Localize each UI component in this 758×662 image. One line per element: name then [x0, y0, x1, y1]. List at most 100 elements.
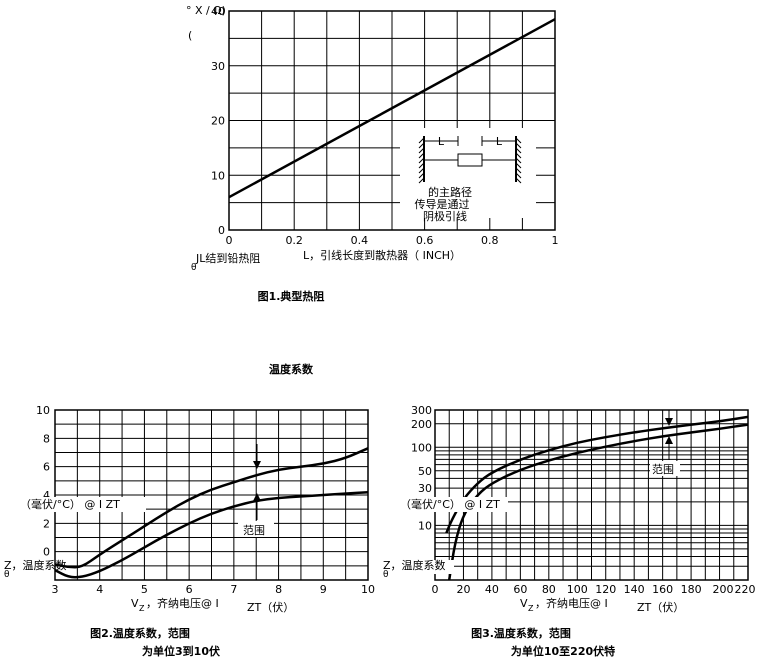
fig3-y-tick: 200	[411, 418, 432, 431]
hatch-mark	[418, 137, 425, 144]
fig2-grid	[55, 410, 368, 580]
fig1-x-tick: 0.2	[285, 234, 303, 247]
fig3-chart: 0204060801001201401601802002201020305010…	[383, 404, 756, 658]
hatch-mark	[515, 147, 522, 154]
hatch-mark	[515, 142, 522, 149]
fig1-ylabel-bottom: JL结到铅热阻	[195, 251, 260, 265]
fig1-frame	[228, 10, 556, 231]
fig3-y-tick: 30	[418, 482, 432, 495]
inset-l-left: L	[438, 135, 445, 148]
fig2-xlabel-rest: ，齐纳电压@ I	[146, 596, 219, 610]
fig1-ylabel-top: ° X / Ω)	[186, 4, 226, 17]
hatch-mark	[418, 142, 425, 149]
fig1-y-tick: 0	[218, 224, 225, 237]
fig2-x-tick: 6	[186, 583, 193, 596]
fig3-range-marker: 范围	[650, 410, 680, 476]
fig3-ylabel-mid: （毫伏/°C） @ I ZT	[400, 497, 500, 511]
hatch-mark	[418, 177, 425, 184]
fig3-x-tick: 220	[735, 583, 756, 596]
fig3-range-bg	[650, 461, 680, 476]
fig2-y-tick: 8	[43, 432, 50, 445]
fig3-x-tick: 180	[681, 583, 702, 596]
fig3-series-line-2	[447, 423, 749, 581]
inset-left-hatch	[418, 137, 425, 184]
fig3-frame	[434, 409, 749, 581]
fig3-xlabel-v: V	[520, 597, 528, 610]
fig2-ylabel-theta: θ	[4, 570, 10, 580]
fig1-x-tick: 0	[226, 234, 233, 247]
hatch-mark	[515, 137, 522, 144]
fig2-range-bg	[238, 521, 274, 537]
fig2-caption-line1: 图2.温度系数，范围	[90, 626, 190, 640]
fig2-xlabel-v: V	[131, 597, 139, 610]
hatch-mark	[418, 157, 425, 164]
hatch-mark	[515, 172, 522, 179]
fig1-y-tick: 30	[211, 60, 225, 73]
fig2-frame	[54, 409, 369, 581]
fig2-series-line-2	[54, 490, 369, 579]
fig1-series	[228, 18, 556, 199]
fig3-arrowhead-down	[665, 418, 673, 426]
fig3-y-tick: 100	[411, 441, 432, 454]
fig3-ylabel-bg	[398, 497, 508, 512]
fig3-x-tick: 40	[485, 583, 499, 596]
hatch-mark	[418, 162, 425, 169]
fig3-xlabel-zt: ZT（伏）	[637, 600, 684, 614]
fig1-x-tick: 0.4	[351, 234, 369, 247]
fig2-x-tick: 5	[141, 583, 148, 596]
fig1-x-tick: 0.8	[481, 234, 499, 247]
hatch-mark	[418, 152, 425, 159]
fig2-x-tick: 7	[230, 583, 237, 596]
fig1-xlabel: L，引线长度到散热器（ INCH）	[303, 248, 461, 262]
fig2-tick-labels: 3 4 5 6 7 8 9 10 0 2 4 6 8 10	[36, 404, 375, 596]
fig2-y-tick: 2	[43, 517, 50, 530]
fig3-x-tick: 200	[713, 583, 734, 596]
fig1-ylabel-paren: (	[188, 29, 192, 42]
fig2-arrowhead-down	[253, 461, 261, 469]
fig2-ylabel-z: Z，温度系数	[4, 558, 67, 572]
fig2-xlabel-zt: ZT（伏）	[247, 600, 294, 614]
fig3-caption-line1: 图3.温度系数，范围	[471, 626, 571, 640]
inset-background	[400, 128, 536, 218]
fig2-caption-line2: 为单位3到10伏	[142, 644, 220, 658]
fig1-series-line-1	[228, 18, 556, 199]
fig3-range-label: 范围	[652, 462, 674, 476]
hatch-mark	[418, 172, 425, 179]
fig3-arrowhead-up	[665, 436, 673, 444]
fig3-y-tick: 50	[418, 465, 432, 478]
fig3-x-tick: 120	[595, 583, 616, 596]
fig1-inset: L L 的主路径 传导是通过 阴极引线	[400, 128, 536, 223]
fig3-x-tick: 100	[567, 583, 588, 596]
fig3-x-tick: 140	[624, 583, 645, 596]
fig3-y-tick: 300	[411, 404, 432, 417]
hatch-mark	[515, 152, 522, 159]
fig2-range-label: 范围	[243, 523, 265, 537]
fig2-ylabel-mid: （毫伏/°C） @ I ZT	[20, 497, 120, 511]
fig3-ylabel-theta: θ	[383, 570, 389, 580]
inset-diode-body	[457, 153, 483, 167]
inset-note-line-1: 的主路径	[428, 185, 472, 199]
fig3-grid	[435, 410, 748, 580]
inset-note-line-3: 阴极引线	[423, 209, 467, 223]
section-title: 温度系数	[269, 362, 314, 376]
fig2-y-tick: 0	[43, 546, 50, 559]
fig3-y-tick: 10	[418, 519, 432, 532]
fig1-x-tick: 1	[552, 234, 559, 247]
fig2-x-tick: 8	[275, 583, 282, 596]
fig2-xlabel-sub: Z	[139, 604, 145, 613]
inset-right-hatch	[515, 137, 522, 184]
fig1-ylabel-sub: θ	[191, 263, 197, 273]
hatch-mark	[515, 177, 522, 184]
fig2-range-marker: 范围	[238, 444, 274, 537]
fig2-x-tick: 4	[96, 583, 103, 596]
fig1-y-tick: 10	[211, 169, 225, 182]
fig2-y-tick: 6	[43, 461, 50, 474]
fig2-y-tick: 4	[43, 489, 50, 502]
fig3-caption-line2: 为单位10至220伏特	[511, 644, 615, 658]
fig2-x-tick: 10	[361, 583, 375, 596]
fig2-series	[54, 447, 369, 579]
fig2-ylabel-bg	[18, 497, 146, 512]
inset-note-line-2: 传导是通过	[415, 198, 470, 211]
